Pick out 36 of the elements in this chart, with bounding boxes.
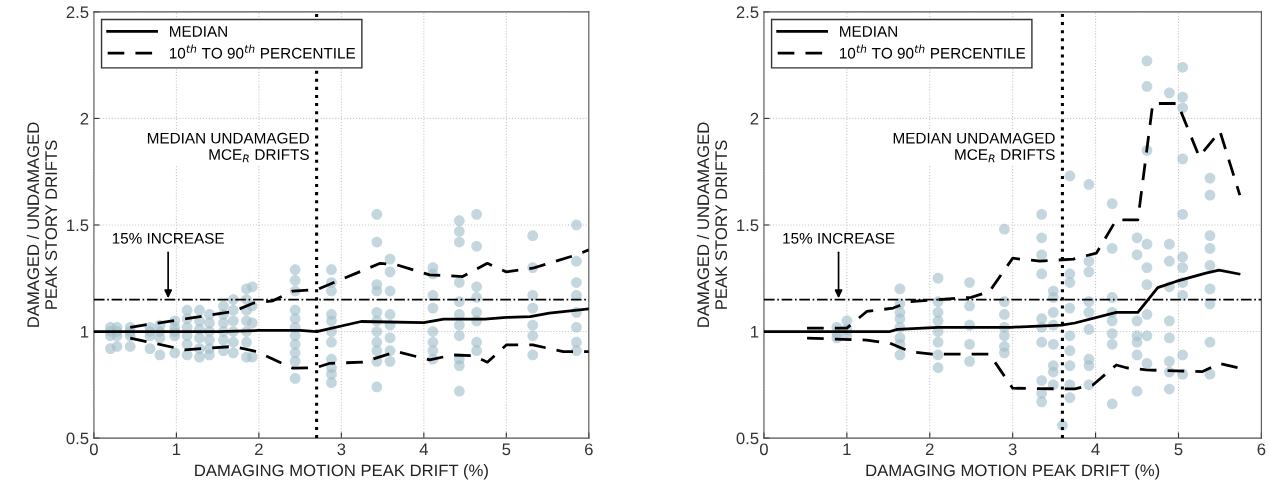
x-tick-label: 5 xyxy=(502,443,511,456)
legend-label: MEDIAN xyxy=(170,26,227,37)
x-tick-label: 1 xyxy=(173,443,181,456)
y-tick-label: 0.5 xyxy=(736,432,759,445)
y-tick-label: 2.5 xyxy=(66,6,89,19)
x-tick-label: 6 xyxy=(1257,443,1266,456)
annotation: 15% INCREASE xyxy=(112,232,224,244)
x-tick-label: 4 xyxy=(419,443,428,456)
x-tick-label: 0 xyxy=(759,443,768,456)
y-tick-label: 1.5 xyxy=(67,219,89,232)
y-tick-label: 1 xyxy=(81,326,89,338)
y-tick-label: 2 xyxy=(80,112,89,125)
x-tick-label: 2 xyxy=(255,443,263,456)
annotation: 15% INCREASE xyxy=(783,232,895,244)
x-tick-label: 5 xyxy=(1174,443,1183,456)
legend-label: MEDIAN xyxy=(840,26,897,37)
x-tick-label: 2 xyxy=(925,443,934,456)
annotation: MEDIAN UNDAMAGED MCE$_{R}$ DRIFTS xyxy=(893,132,1055,163)
x-tick-label: 3 xyxy=(1008,443,1017,456)
x-tick-label: 4 xyxy=(1091,443,1100,456)
x-tick-label: 0 xyxy=(89,443,98,456)
y-axis-title: DAMAGED / UNDAMAGED PEAK STORY DRIFTS xyxy=(696,122,728,327)
legend-label: 10$^{th}$ TO 90$^{th}$ PERCENTILE xyxy=(169,44,356,59)
y-axis-title: DAMAGED / UNDAMAGED PEAK STORY DRIFTS xyxy=(26,122,58,327)
y-tick-label: 2.5 xyxy=(736,6,759,19)
y-tick-label: 2 xyxy=(750,112,759,125)
x-axis-title: DAMAGING MOTION PEAK DRIFT (%) xyxy=(866,464,1160,480)
y-tick-label: 1 xyxy=(751,326,759,338)
annotation: MEDIAN UNDAMAGED MCE$_{R}$ DRIFTS xyxy=(147,132,309,163)
y-tick-label: 1.5 xyxy=(737,219,759,232)
x-tick-label: 1 xyxy=(843,443,851,456)
x-tick-label: 6 xyxy=(585,443,593,456)
y-tick-label: 0.5 xyxy=(66,432,89,445)
x-tick-label: 3 xyxy=(337,443,346,456)
x-axis-title: DAMAGING MOTION PEAK DRIFT (%) xyxy=(195,464,488,480)
legend-label: 10$^{th}$ TO 90$^{th}$ PERCENTILE xyxy=(839,44,1026,59)
